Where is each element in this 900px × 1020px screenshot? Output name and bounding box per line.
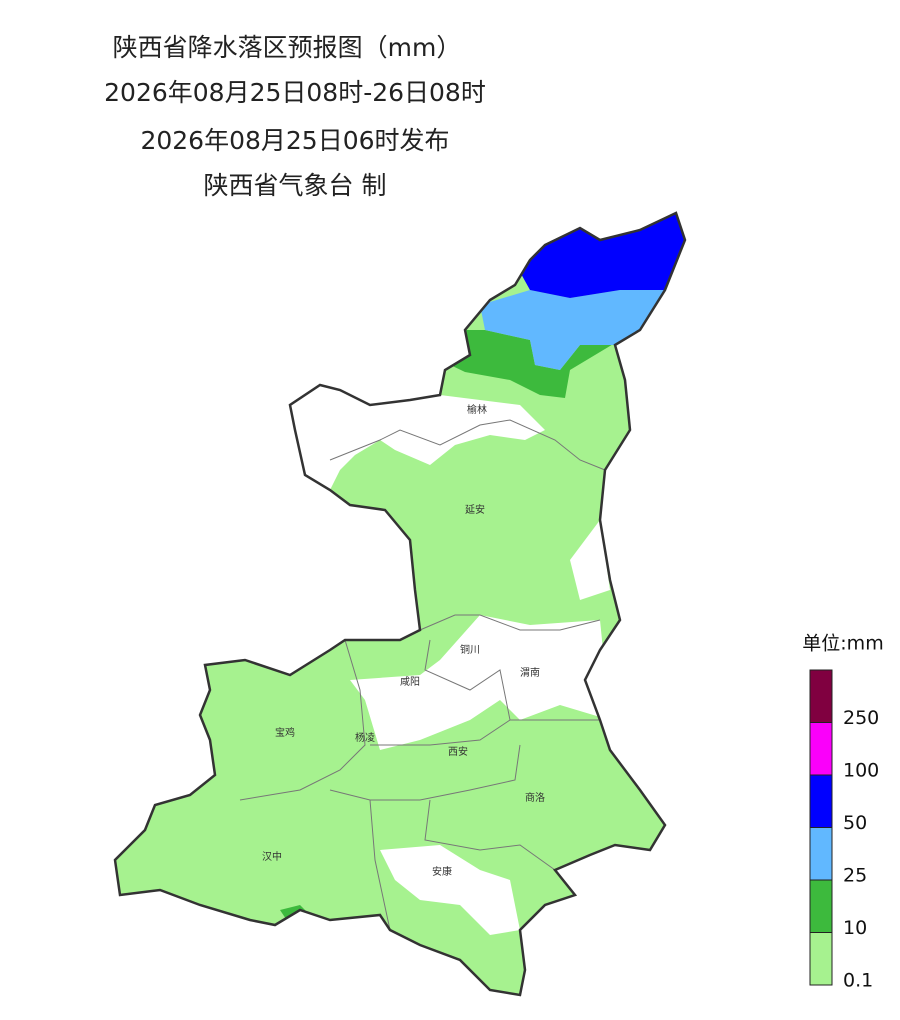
boundary xyxy=(370,639,511,746)
legend-label: 10 xyxy=(843,917,867,939)
rain-areas xyxy=(115,213,685,995)
legend-swatch xyxy=(809,932,833,986)
city-label: 西安 xyxy=(448,745,468,758)
city-label: 咸阳 xyxy=(400,676,420,688)
title: 陕西省降水落区预报图（mm） xyxy=(113,33,462,62)
city-label: 榆林 xyxy=(467,403,487,416)
city-boundaries xyxy=(239,419,606,931)
no-rain xyxy=(570,520,610,600)
city-label: 安康 xyxy=(432,865,452,878)
legend-swatch xyxy=(809,879,833,933)
boundary xyxy=(419,614,601,631)
no-rain xyxy=(285,380,545,490)
no-rain xyxy=(350,615,610,750)
boundary xyxy=(329,719,600,801)
legend-swatch xyxy=(809,827,833,881)
boundary xyxy=(329,419,606,471)
legend-swatch xyxy=(809,722,833,776)
period: 2026年08月25日08时-26日08时 xyxy=(104,78,486,107)
boundary xyxy=(369,799,556,931)
city-label: 铜川 xyxy=(460,644,480,656)
city-label: 延安 xyxy=(465,503,485,516)
boundary xyxy=(239,639,366,801)
legend-label: 25 xyxy=(843,865,867,887)
city-label: 杨凌 xyxy=(355,731,375,744)
legend-swatch xyxy=(809,774,833,828)
rain-heavy xyxy=(480,280,670,370)
legend-label: 50 xyxy=(843,812,867,834)
legend-title: 单位:mm xyxy=(802,633,883,655)
legend-label: 0.1 xyxy=(843,970,873,992)
rain-moderate xyxy=(440,330,620,398)
rain-storm xyxy=(520,213,685,298)
city-label: 渭南 xyxy=(520,666,540,679)
issued: 2026年08月25日06时发布 xyxy=(140,126,449,155)
no-rain xyxy=(380,845,520,935)
city-label: 宝鸡 xyxy=(275,726,295,739)
legend-label: 100 xyxy=(843,760,879,782)
city-label: 商洛 xyxy=(525,791,545,804)
legend-swatch xyxy=(809,669,833,723)
issuer: 陕西省气象台 制 xyxy=(204,171,387,200)
city-label: 汉中 xyxy=(262,850,282,863)
legend-label: 250 xyxy=(843,707,879,729)
